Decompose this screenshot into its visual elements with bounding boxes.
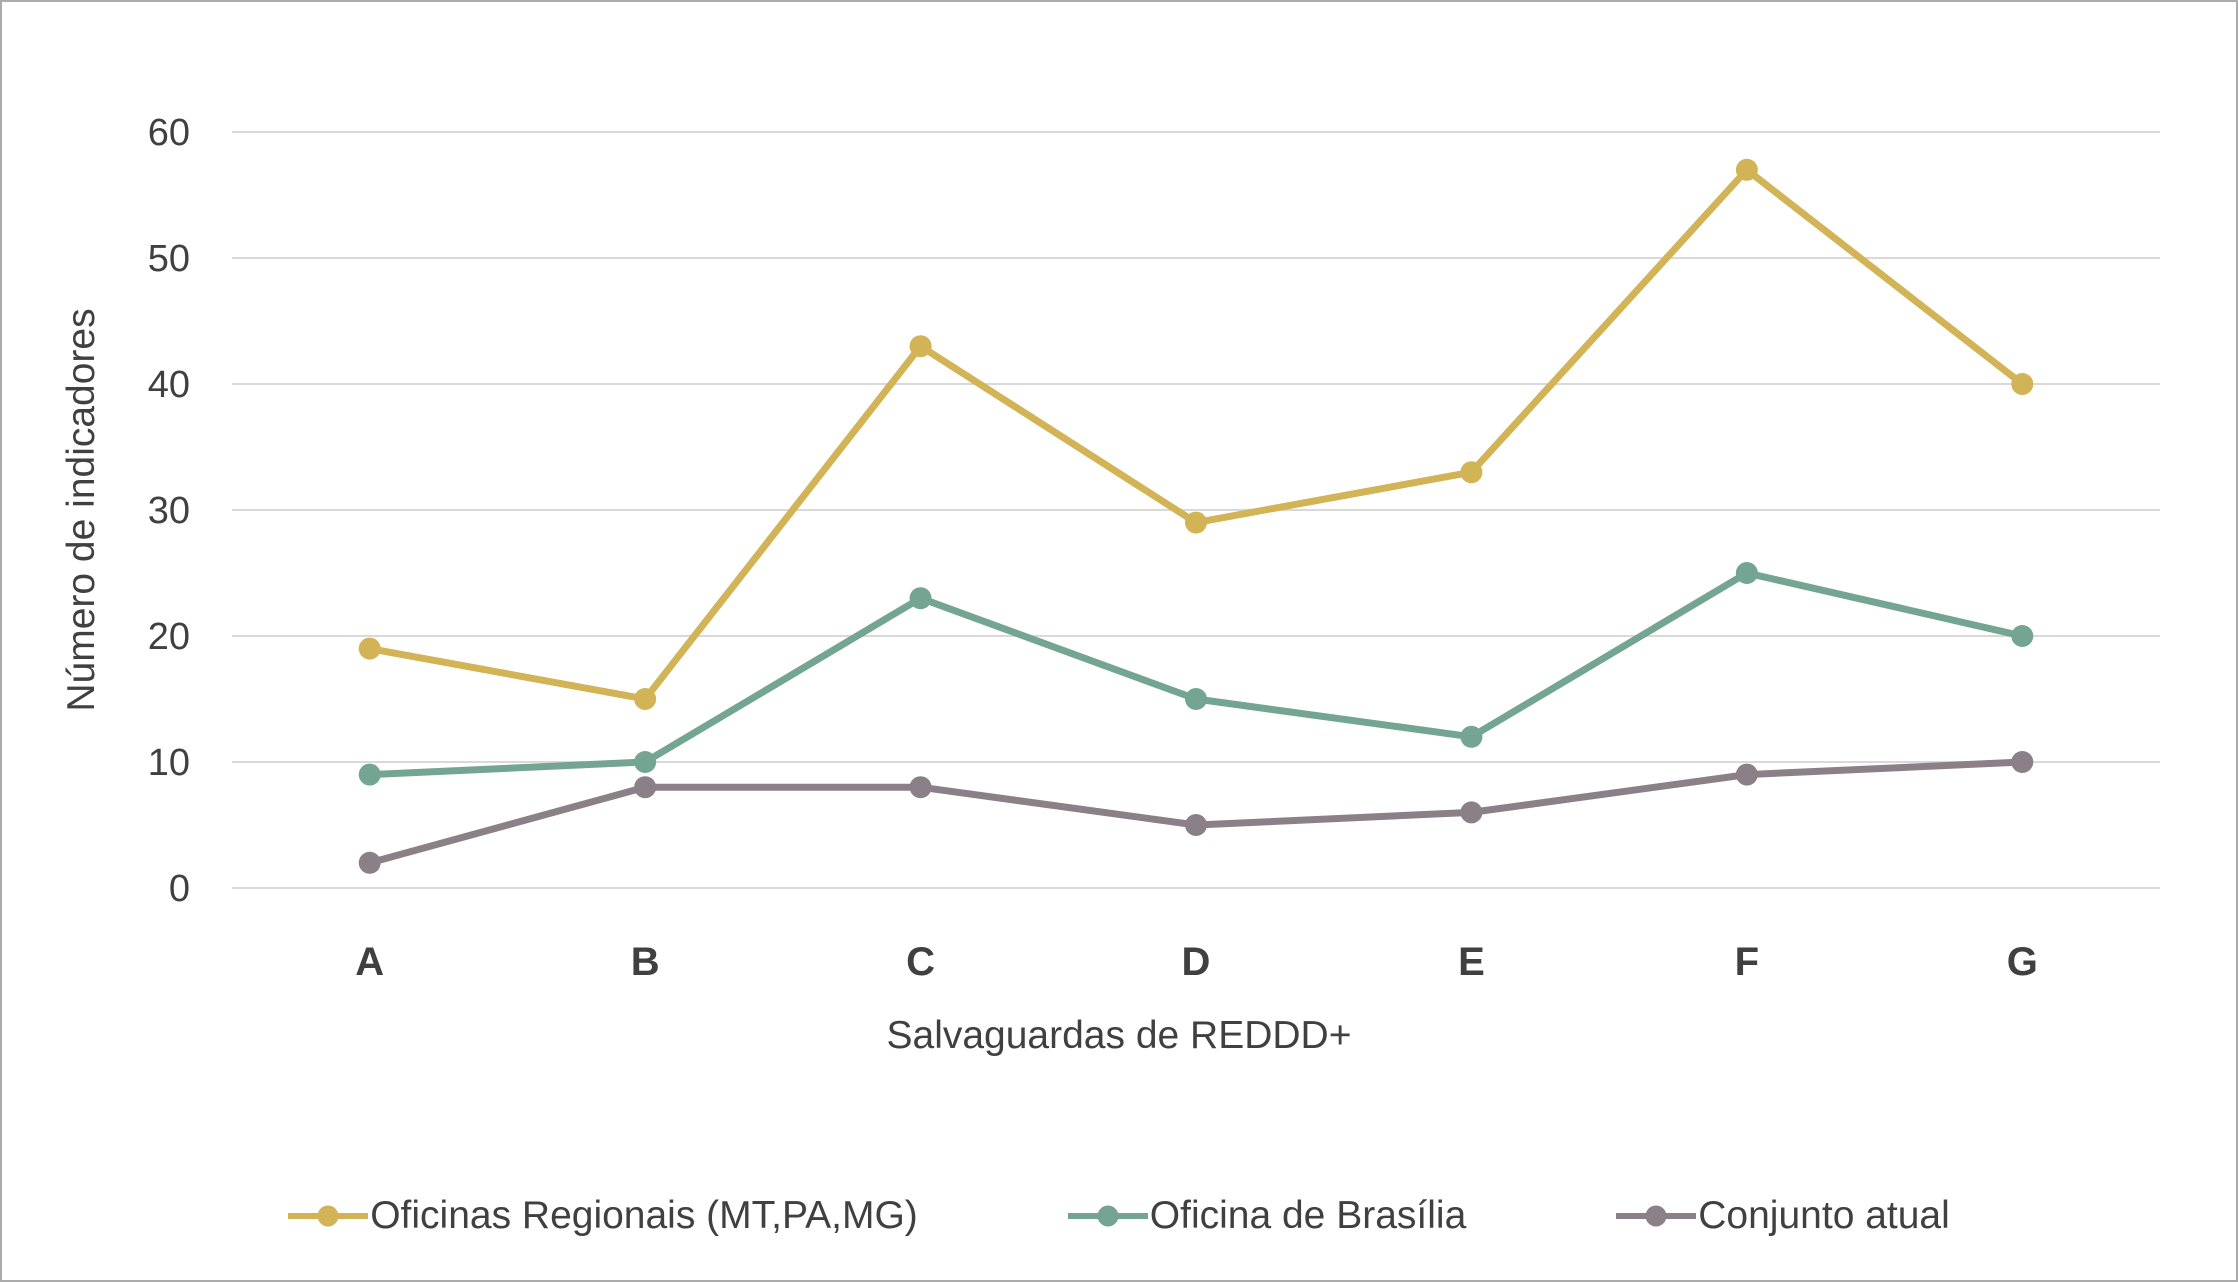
data-point-marker (1185, 511, 1207, 534)
data-point-marker (1735, 562, 1758, 584)
legend-marker-icon (288, 1205, 369, 1227)
legend-item: Oficinas Regionais (MT,PA,MG) (288, 1194, 918, 1238)
legend-item: Conjunto atual (1616, 1194, 1950, 1238)
legend-marker-icon (1067, 1205, 1148, 1227)
legend-label: Conjunto atual (1698, 1194, 1950, 1237)
series-line (366, 166, 2026, 703)
y-axis-title: Número de indicadores (60, 308, 103, 712)
data-point-marker (634, 751, 657, 773)
x-category-label: F (1735, 940, 1759, 984)
data-point-marker (1735, 158, 1758, 181)
legend-marker-icon (1616, 1205, 1697, 1227)
y-tick-label: 50 (148, 238, 190, 280)
data-point-marker (2011, 373, 2034, 395)
data-point-marker (909, 776, 932, 799)
data-point-marker (358, 851, 381, 874)
x-category-label: E (1458, 940, 1485, 984)
y-tick-label: 40 (148, 364, 190, 406)
data-point-marker (909, 587, 932, 610)
data-point-marker (1460, 801, 1483, 824)
data-point-marker (1460, 725, 1483, 748)
legend-label: Oficina de Brasília (1149, 1194, 1467, 1237)
x-category-label: A (355, 940, 384, 984)
legend-item: Oficina de Brasília (1067, 1194, 1467, 1238)
x-axis-title: Salvaguardas de REDDD+ (886, 1014, 1352, 1057)
legend: Oficinas Regionais (MT,PA,MG) Oficina de … (2, 1194, 2236, 1238)
x-category-label: D (1182, 940, 1211, 984)
data-point-marker (1460, 461, 1483, 484)
x-category-label: C (906, 940, 935, 984)
data-point-marker (2011, 625, 2034, 647)
data-point-marker (1185, 814, 1207, 836)
y-tick-label: 0 (169, 868, 190, 910)
y-tick-label: 20 (148, 616, 190, 658)
data-point-marker (2011, 751, 2034, 773)
data-point-marker (909, 335, 932, 358)
y-tick-label: 10 (148, 742, 190, 784)
data-point-marker (358, 763, 381, 786)
legend-label: Oficinas Regionais (MT,PA,MG) (370, 1194, 918, 1237)
x-category-label: G (2007, 940, 2038, 984)
y-tick-label: 30 (148, 490, 190, 532)
series-line (366, 758, 2026, 867)
series-line (366, 569, 2026, 779)
data-point-marker (358, 637, 381, 660)
data-point-marker (634, 688, 657, 710)
data-point-marker (1185, 688, 1207, 710)
x-category-label: B (631, 940, 660, 984)
data-point-marker (1735, 763, 1758, 786)
data-point-marker (634, 776, 657, 799)
y-tick-label: 60 (148, 112, 190, 154)
